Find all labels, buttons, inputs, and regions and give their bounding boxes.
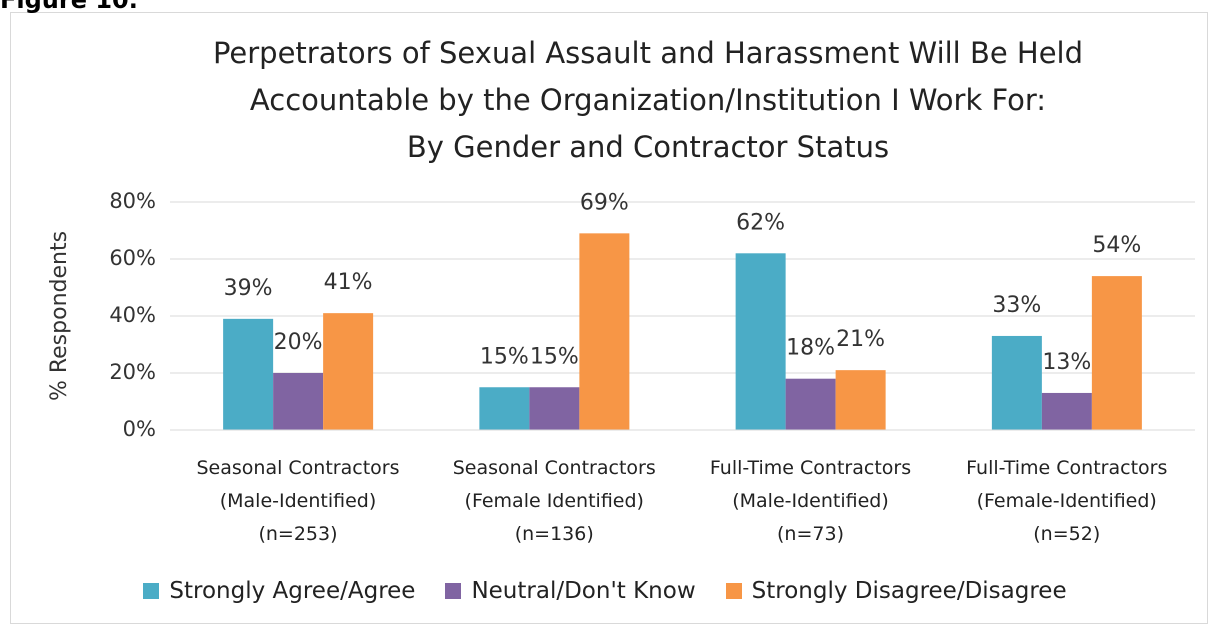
bar bbox=[323, 313, 374, 430]
data-label: 15% bbox=[530, 344, 579, 369]
x-tick-label: Seasonal Contractors (Male-Identified) (… bbox=[196, 457, 400, 545]
data-label: 15% bbox=[480, 344, 529, 369]
figure-label: Figure 10. bbox=[0, 0, 138, 14]
chart-frame bbox=[10, 12, 1208, 624]
legend-item: Strongly Agree/Agree bbox=[143, 578, 415, 604]
bar bbox=[223, 318, 274, 430]
bar bbox=[735, 253, 786, 430]
data-label: 54% bbox=[1092, 233, 1141, 258]
data-label: 18% bbox=[786, 336, 835, 361]
legend-swatch bbox=[725, 583, 742, 599]
bar bbox=[991, 335, 1042, 430]
bar bbox=[1041, 392, 1092, 430]
y-axis-label: % Respondents bbox=[47, 231, 72, 401]
legend-swatch bbox=[445, 583, 462, 599]
legend-swatch bbox=[143, 583, 160, 599]
bar bbox=[785, 378, 836, 430]
chart-title: Perpetrators of Sexual Assault and Haras… bbox=[212, 36, 1084, 164]
data-label: 39% bbox=[224, 276, 273, 301]
bar bbox=[479, 387, 530, 430]
bar bbox=[273, 373, 324, 430]
bar bbox=[579, 233, 630, 430]
x-tick-label: Full-Time Contractors (Female-Identified… bbox=[966, 457, 1168, 545]
data-label: 62% bbox=[736, 210, 785, 235]
legend-label: Strongly Disagree/Disagree bbox=[751, 578, 1067, 604]
legend: Strongly Agree/Agree Neutral/Don't Know St… bbox=[0, 578, 1210, 604]
x-tick-label: Seasonal Contractors (Female Identified)… bbox=[452, 457, 656, 545]
data-label: 20% bbox=[274, 330, 323, 355]
y-tick-label: 40% bbox=[109, 303, 156, 327]
y-tick-label: 0% bbox=[123, 417, 156, 441]
legend-item: Strongly Disagree/Disagree bbox=[725, 578, 1067, 604]
data-label: 21% bbox=[836, 327, 885, 352]
legend-label: Neutral/Don't Know bbox=[471, 578, 696, 604]
legend-label: Strongly Agree/Agree bbox=[169, 578, 416, 604]
data-label: 33% bbox=[992, 293, 1041, 318]
bar bbox=[835, 370, 886, 430]
x-tick-label: Full-Time Contractors (Male-Identified) … bbox=[709, 457, 912, 545]
data-label: 13% bbox=[1042, 350, 1091, 375]
y-tick-label: 20% bbox=[109, 360, 156, 384]
data-label: 69% bbox=[580, 190, 629, 215]
data-label: 41% bbox=[324, 270, 373, 295]
legend-item: Neutral/Don't Know bbox=[445, 578, 696, 604]
y-tick-label: 80% bbox=[109, 189, 156, 213]
y-tick-label: 60% bbox=[109, 246, 156, 270]
bar bbox=[529, 387, 580, 430]
bar bbox=[1091, 276, 1142, 430]
